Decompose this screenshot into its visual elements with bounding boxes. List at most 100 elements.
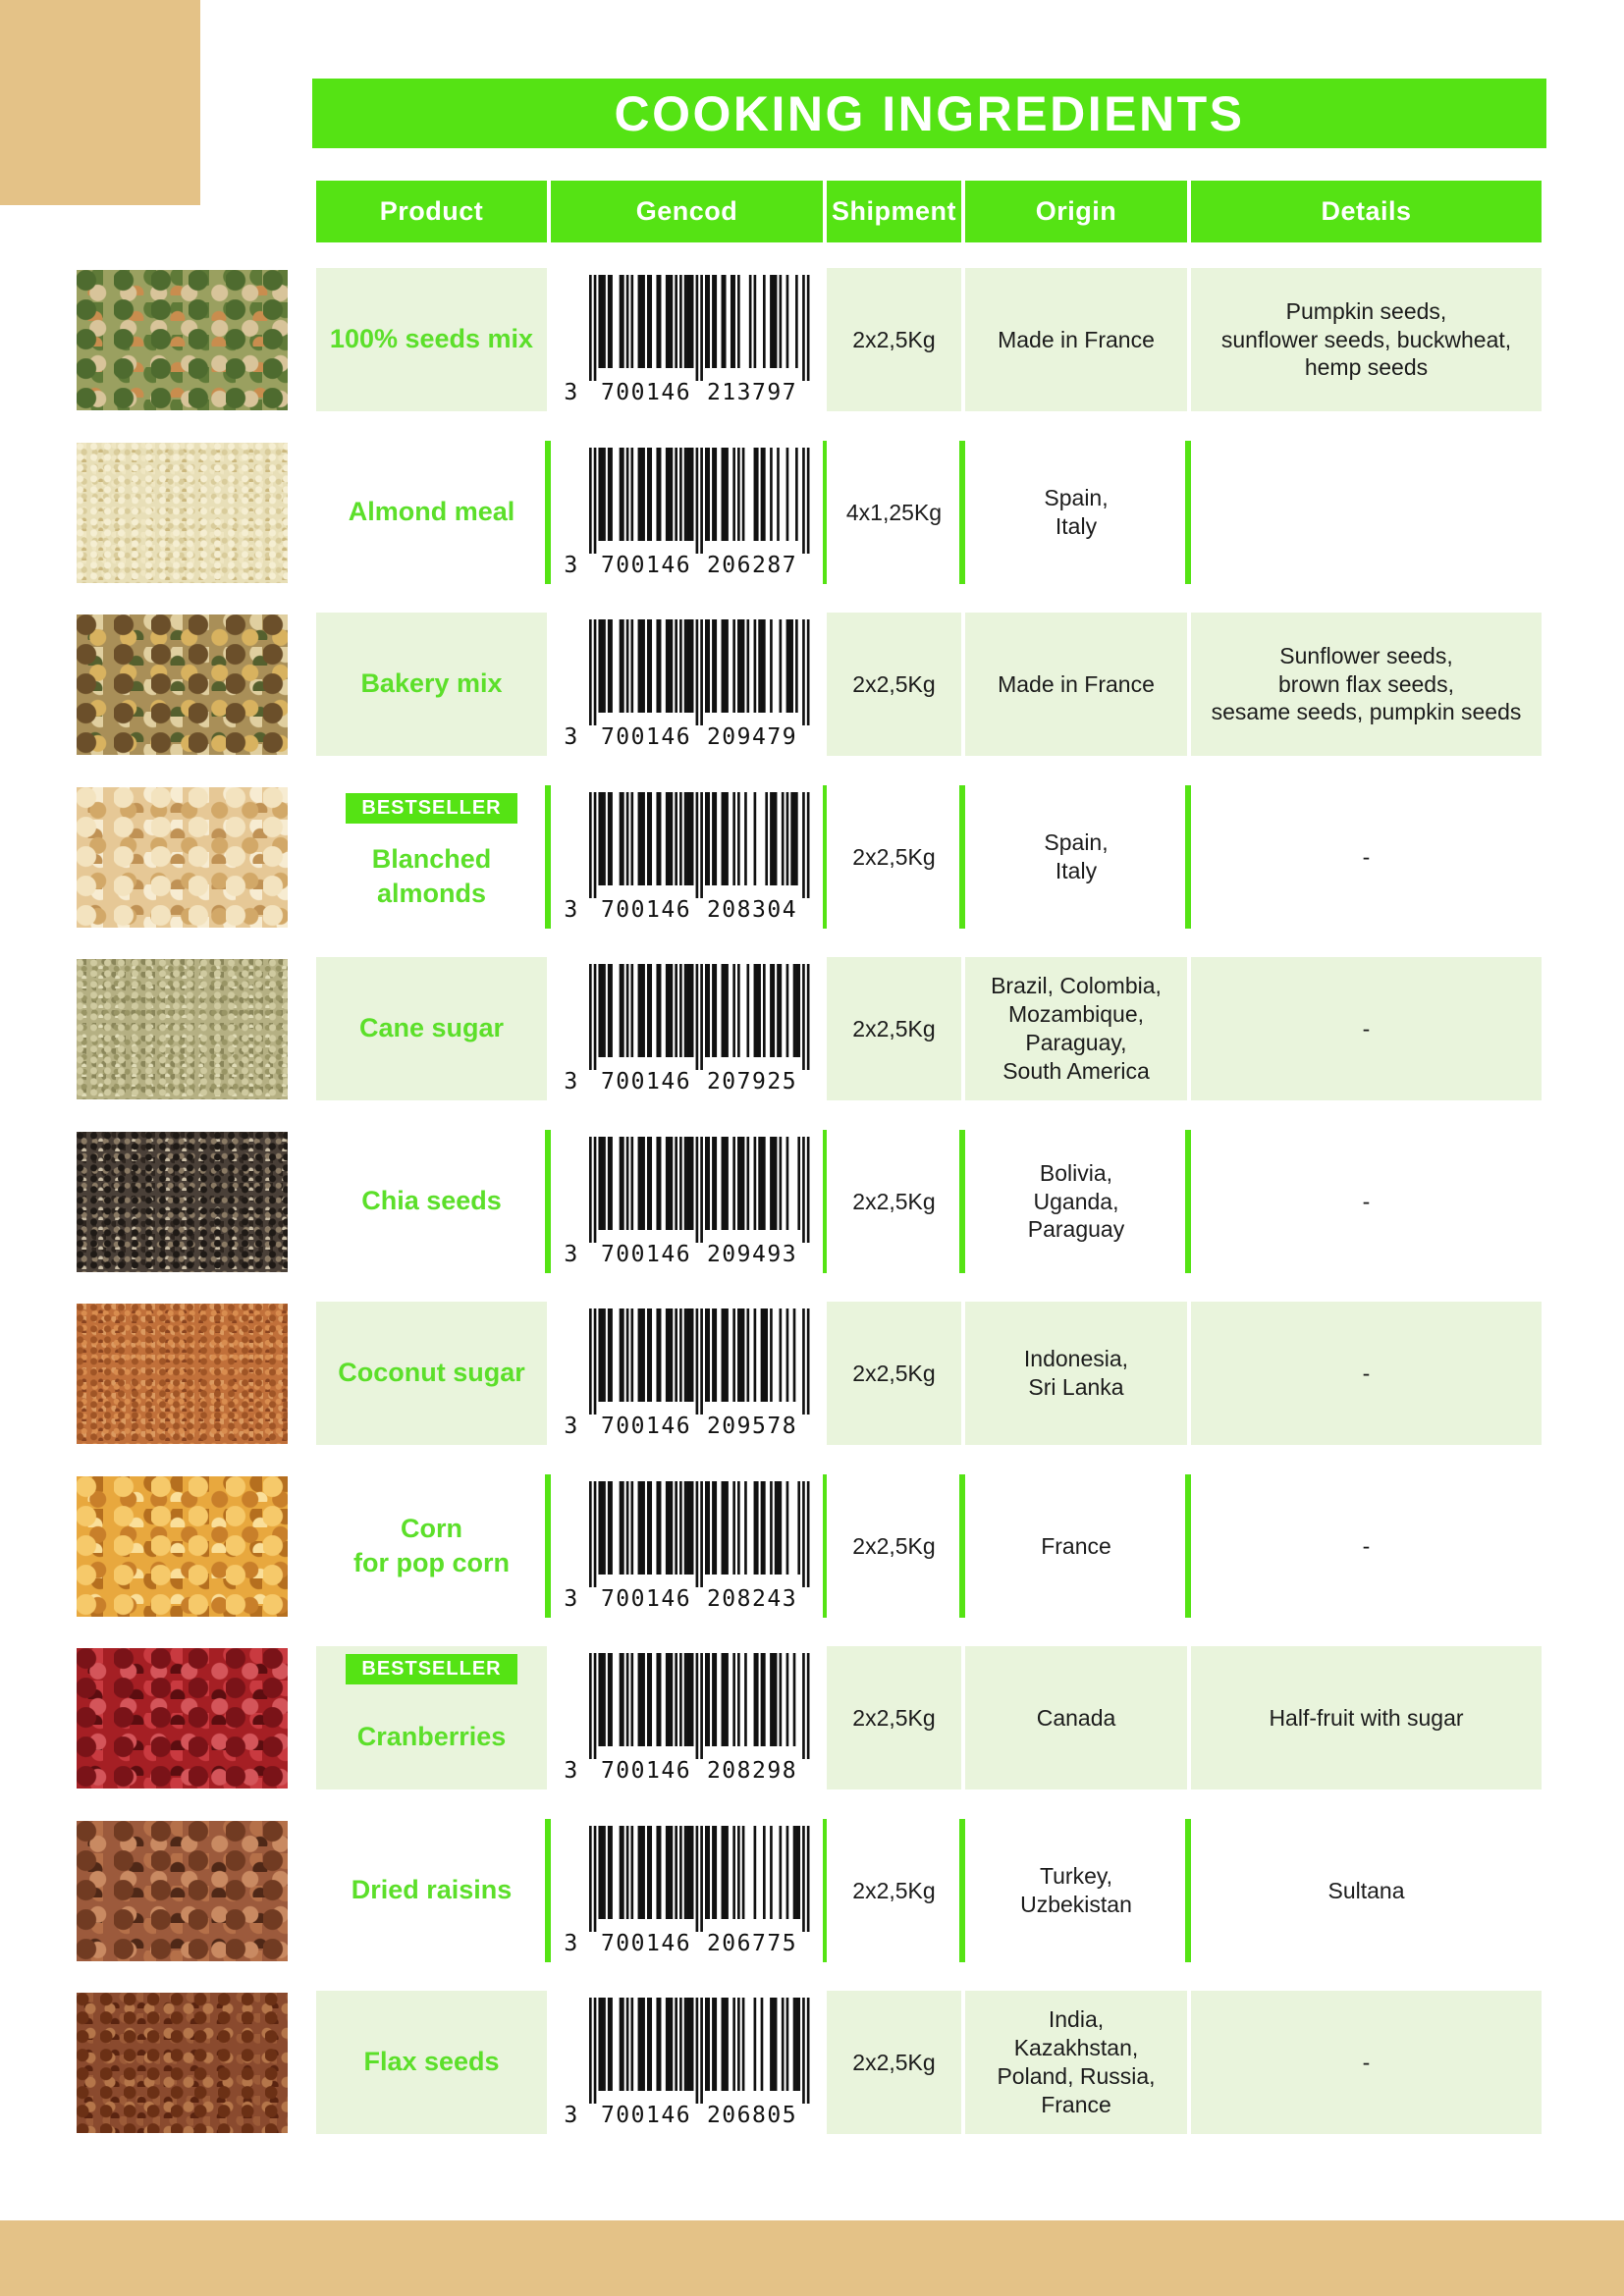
origin-cell: Turkey, Uzbekistan <box>1020 1863 1132 1917</box>
column-separator-bar <box>959 441 965 584</box>
svg-text:3: 3 <box>564 897 578 922</box>
svg-text:213797: 213797 <box>706 380 796 404</box>
barcode-image: 3 700146 213797 <box>564 275 809 404</box>
product-photo <box>77 1993 288 2133</box>
svg-text:207925: 207925 <box>706 1069 796 1094</box>
product-cell: Almond meal <box>316 441 547 584</box>
svg-text:209493: 209493 <box>706 1242 796 1266</box>
column-separator-bar <box>821 785 827 929</box>
gencod-cell: 3 700146 209493 <box>551 1130 823 1273</box>
product-name-wrap: Corn for pop corn <box>316 1474 547 1618</box>
product-name: Flax seeds <box>363 2047 500 2077</box>
product-cell: Chia seeds <box>316 1130 547 1273</box>
column-separator-bar <box>821 1474 827 1618</box>
shipment-cell: 2x2,5Kg <box>827 268 961 411</box>
table-row: BESTSELLER Blanched almonds 3 700146 208304 2… <box>0 785 1624 929</box>
table-row: 100% seeds mix 3 700146 213797 2x2,5Kg Made i… <box>0 268 1624 411</box>
column-header-origin: Origin <box>965 181 1187 242</box>
column-separator-bar <box>959 1474 965 1618</box>
bestseller-badge: BESTSELLER <box>346 793 517 825</box>
gencod-cell: 3 700146 209479 <box>551 613 823 756</box>
shipment-cell: 2x2,5Kg <box>827 1991 961 2134</box>
product-name: Corn for pop corn <box>353 1513 510 1577</box>
barcode-image: 3 700146 208243 <box>564 1481 809 1611</box>
column-separator-bar <box>821 1130 827 1273</box>
product-cell: Coconut sugar <box>316 1302 547 1445</box>
column-separator-bar <box>821 1819 827 1962</box>
product-name-wrap: Chia seeds <box>316 1130 547 1273</box>
svg-text:3: 3 <box>564 1586 578 1611</box>
product-photo <box>77 1304 288 1444</box>
column-separator-bar <box>959 1130 965 1273</box>
gencod-cell: 3 700146 206287 <box>551 441 823 584</box>
table-row: Flax seeds 3 700146 206805 2x2,5Kg India, Kaz… <box>0 1991 1624 2134</box>
svg-text:700146: 700146 <box>600 1069 690 1094</box>
origin-cell: Made in France <box>965 613 1187 756</box>
shipment-cell: 2x2,5Kg <box>827 613 961 756</box>
column-separator-bar <box>1185 1130 1191 1273</box>
column-separator-bar <box>959 1819 965 1962</box>
product-photo <box>77 787 288 928</box>
column-separator-bar <box>1185 1474 1191 1618</box>
product-name: Dried raisins <box>351 1875 513 1905</box>
product-cell: Dried raisins <box>316 1819 547 1962</box>
product-name-wrap: Coconut sugar <box>316 1302 547 1445</box>
origin-cell: Brazil, Colombia, Mozambique, Paraguay, … <box>965 957 1187 1100</box>
shipment-cell: 4x1,25Kg <box>845 499 943 525</box>
column-separator-bar <box>545 1130 551 1273</box>
origin-cell: Canada <box>965 1646 1187 1789</box>
svg-text:700146: 700146 <box>600 1758 690 1783</box>
table-row: Bakery mix 3 700146 209479 2x2,5Kg Made in Fr… <box>0 613 1624 756</box>
table-row: Almond meal 3 700146 206287 4x1,25Kg Spain, I… <box>0 441 1624 584</box>
svg-text:3: 3 <box>564 2103 578 2127</box>
product-cell: Cane sugar <box>316 957 547 1100</box>
column-separator-bar <box>1185 785 1191 929</box>
product-photo <box>77 1476 288 1617</box>
svg-text:208243: 208243 <box>706 1586 796 1611</box>
product-name: Coconut sugar <box>338 1358 525 1388</box>
gencod-cell: 3 700146 208304 <box>551 785 823 929</box>
product-name: Cane sugar <box>358 1013 505 1043</box>
gencod-cell: 3 700146 208243 <box>551 1474 823 1618</box>
product-name-wrap: Dried raisins <box>316 1819 547 1962</box>
svg-text:3: 3 <box>564 724 578 749</box>
column-separator-bar <box>545 1474 551 1618</box>
gencod-cell: 3 700146 207925 <box>551 957 823 1100</box>
svg-text:206287: 206287 <box>706 553 796 577</box>
product-name: Blanched almonds <box>371 843 492 908</box>
product-cell: Corn for pop corn <box>316 1474 547 1618</box>
details-cell: - <box>1362 843 1371 870</box>
svg-text:3: 3 <box>564 1069 578 1094</box>
product-name: 100% seeds mix <box>329 324 534 354</box>
gencod-cell: 3 700146 208298 <box>551 1646 823 1789</box>
column-separator-bar <box>545 785 551 929</box>
bestseller-badge: BESTSELLER <box>346 1654 517 1685</box>
column-header-gencod: Gencod <box>551 181 823 242</box>
shipment-cell: 2x2,5Kg <box>852 1532 936 1559</box>
product-name-wrap: Blanched almonds <box>316 824 547 929</box>
details-cell: Pumpkin seeds, sunflower seeds, buckwhea… <box>1191 268 1542 411</box>
product-name: Chia seeds <box>361 1186 502 1216</box>
product-photo <box>77 270 288 410</box>
svg-text:206775: 206775 <box>706 1931 796 1955</box>
svg-text:700146: 700146 <box>600 724 690 749</box>
details-cell: - <box>1191 1991 1542 2134</box>
gencod-cell: 3 700146 213797 <box>551 268 823 411</box>
svg-text:700146: 700146 <box>600 897 690 922</box>
column-separator-bar <box>1185 1819 1191 1962</box>
svg-text:700146: 700146 <box>600 1242 690 1266</box>
shipment-cell: 2x2,5Kg <box>827 1646 961 1789</box>
origin-cell: Bolivia, Uganda, Paraguay <box>1027 1159 1125 1243</box>
barcode-image: 3 700146 209479 <box>564 619 809 749</box>
svg-text:3: 3 <box>564 1758 578 1783</box>
details-cell: Sultana <box>1327 1877 1405 1903</box>
product-photo <box>77 614 288 755</box>
product-photo <box>77 1821 288 1961</box>
details-cell: Half-fruit with sugar <box>1191 1646 1542 1789</box>
column-separator-bar <box>959 785 965 929</box>
barcode-image: 3 700146 207925 <box>564 964 809 1094</box>
barcode-image: 3 700146 206805 <box>564 1998 809 2127</box>
product-cell: BESTSELLER Blanched almonds <box>316 785 547 929</box>
table-row: BESTSELLER Cranberries 3 700146 208298 2x2,5K… <box>0 1646 1624 1789</box>
origin-cell: Indonesia, Sri Lanka <box>965 1302 1187 1445</box>
